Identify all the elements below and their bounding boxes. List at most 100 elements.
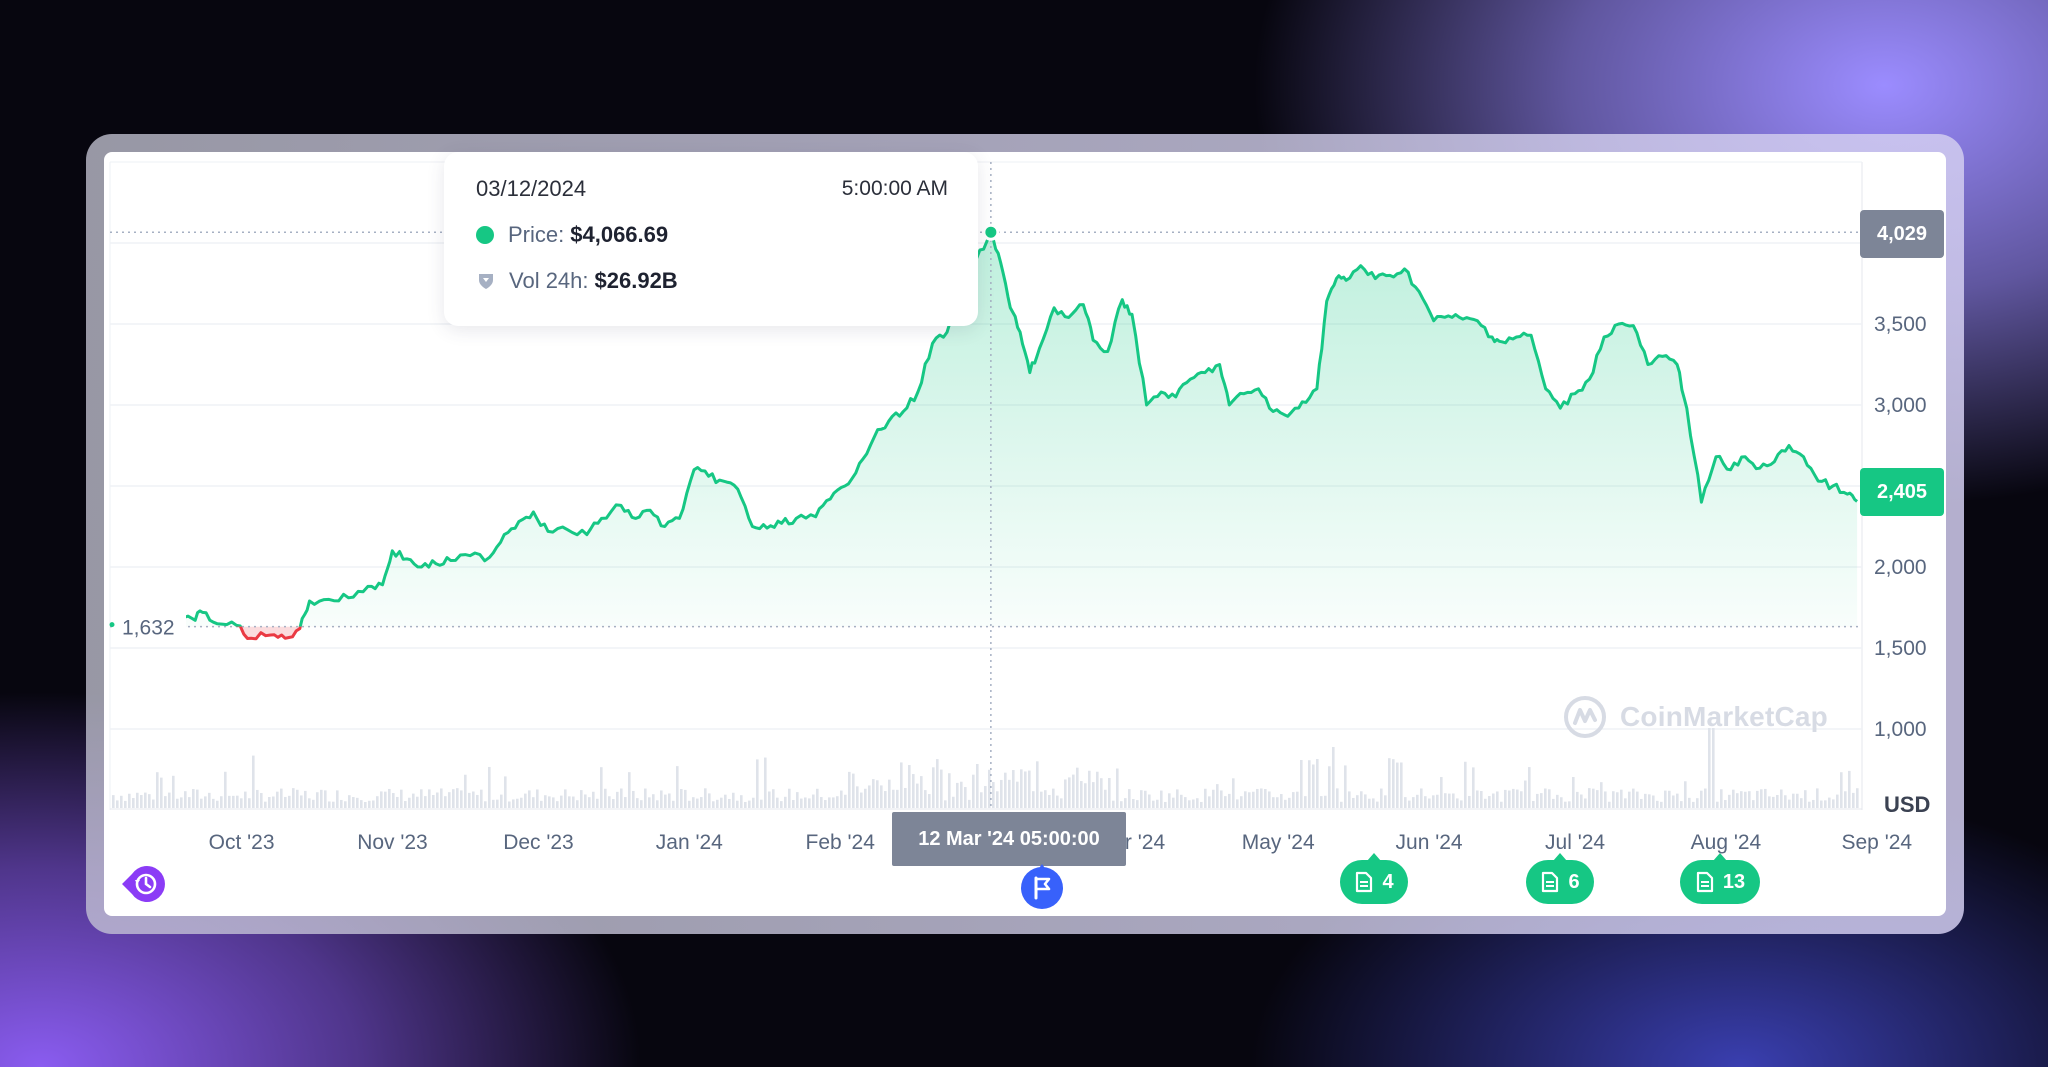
- volume-bar: [1648, 794, 1651, 808]
- volume-bar: [920, 776, 923, 808]
- volume-bar: [1152, 800, 1155, 808]
- news-badge-jun[interactable]: 4: [1340, 853, 1408, 904]
- volume-bar: [1392, 759, 1395, 808]
- volume-bar: [1656, 800, 1659, 808]
- coinmarketcap-logo-icon: [1564, 696, 1606, 738]
- volume-bar: [1740, 791, 1743, 808]
- volume-bar: [1320, 796, 1323, 808]
- volume-bar: [552, 797, 555, 808]
- volume-bar: [312, 799, 315, 808]
- volume-bar: [680, 789, 683, 808]
- baseline-start-dot: [109, 622, 115, 628]
- volume-bar: [1692, 801, 1695, 808]
- volume-bar: [332, 801, 335, 808]
- x-tick-label: Jul '24: [1545, 831, 1605, 854]
- volume-bar: [184, 791, 187, 808]
- volume-bar: [536, 789, 539, 808]
- volume-bar: [1508, 790, 1511, 808]
- volume-bar: [540, 800, 543, 808]
- volume-bar: [1824, 800, 1827, 808]
- volume-bar: [1808, 801, 1811, 808]
- volume-bar: [1092, 782, 1095, 808]
- volume-bar: [356, 797, 359, 808]
- volume-bar: [1556, 794, 1559, 808]
- volume-bar: [1568, 801, 1571, 808]
- volume-bar: [1140, 790, 1143, 808]
- volume-bar: [580, 790, 583, 808]
- volume-bar: [292, 788, 295, 808]
- volume-bar: [232, 795, 235, 808]
- volume-bar: [924, 790, 927, 808]
- history-button[interactable]: [118, 862, 166, 906]
- volume-bar: [260, 793, 263, 808]
- volume-bar: [224, 771, 227, 808]
- volume-bar: [1044, 790, 1047, 808]
- volume-bar: [1236, 799, 1239, 808]
- volume-bar: [1256, 788, 1259, 808]
- volume-bar: [244, 791, 247, 808]
- volume-bar: [556, 801, 559, 808]
- volume-bar: [948, 773, 951, 808]
- crosshair-date-label: 12 Mar '24 05:00:00: [892, 812, 1126, 866]
- volume-bar: [112, 795, 115, 808]
- volume-bar: [956, 782, 959, 808]
- volume-bar: [304, 790, 307, 808]
- volume-bar: [484, 801, 487, 808]
- volume-bar: [1640, 798, 1643, 808]
- volume-bar: [152, 799, 155, 808]
- volume-bar: [740, 795, 743, 808]
- document-icon: [1542, 871, 1559, 893]
- volume-bar: [176, 798, 179, 808]
- volume-bar: [308, 798, 311, 808]
- volume-bar: [696, 798, 699, 808]
- news-badge-jul[interactable]: 6: [1526, 853, 1594, 904]
- volume-bar: [1684, 781, 1687, 808]
- volume-bar: [1844, 791, 1847, 808]
- volume-bar: [752, 797, 755, 808]
- volume-bar: [840, 790, 843, 808]
- volume-bar: [1064, 779, 1067, 808]
- x-tick-label: Jun '24: [1396, 831, 1463, 854]
- volume-bar: [132, 798, 135, 808]
- volume-bar: [912, 774, 915, 808]
- volume-bar: [1528, 767, 1531, 808]
- volume-bar: [792, 799, 795, 808]
- volume-bar: [248, 798, 251, 808]
- event-flag-button[interactable]: [1018, 862, 1066, 910]
- volume-bar: [1720, 789, 1723, 808]
- volume-bar: [932, 767, 935, 808]
- volume-bar: [396, 796, 399, 808]
- volume-bar: [264, 801, 267, 808]
- volume-bar: [240, 798, 243, 808]
- volume-bar: [144, 792, 147, 808]
- volume-bar: [980, 792, 983, 808]
- volume-bar: [1144, 790, 1147, 808]
- volume-bar: [1652, 795, 1655, 808]
- volume-bar: [1308, 760, 1311, 808]
- volume-bar: [116, 800, 119, 808]
- y-tick-label: 1,000: [1874, 718, 1927, 741]
- tooltip-price-label: Price:: [508, 222, 565, 247]
- volume-bar: [432, 795, 435, 808]
- news-count: 13: [1722, 870, 1746, 893]
- volume-bar: [828, 797, 831, 808]
- volume-bar: [1060, 798, 1063, 808]
- price-chart[interactable]: 1,000 1,500 2,000 3,000 3,500 USD Oct '23 Nov '…: [104, 152, 1946, 916]
- volume-bar: [1620, 789, 1623, 808]
- volume-bar: [1296, 791, 1299, 808]
- volume-bar: [908, 765, 911, 808]
- volume-bar: [1172, 797, 1175, 808]
- volume-bar: [968, 799, 971, 808]
- volume-bar: [1440, 777, 1443, 808]
- volume-bar: [1364, 794, 1367, 808]
- volume-bar: [1032, 791, 1035, 808]
- news-badge-aug[interactable]: 13: [1680, 853, 1760, 904]
- volume-bar: [504, 776, 507, 808]
- volume-bar: [1332, 746, 1335, 808]
- volume-bar: [1848, 770, 1851, 808]
- news-count: 4: [1382, 870, 1394, 893]
- volume-bar: [516, 798, 519, 808]
- volume-bar: [1760, 789, 1763, 808]
- volume-bar: [120, 795, 123, 808]
- volume-bar: [648, 797, 651, 808]
